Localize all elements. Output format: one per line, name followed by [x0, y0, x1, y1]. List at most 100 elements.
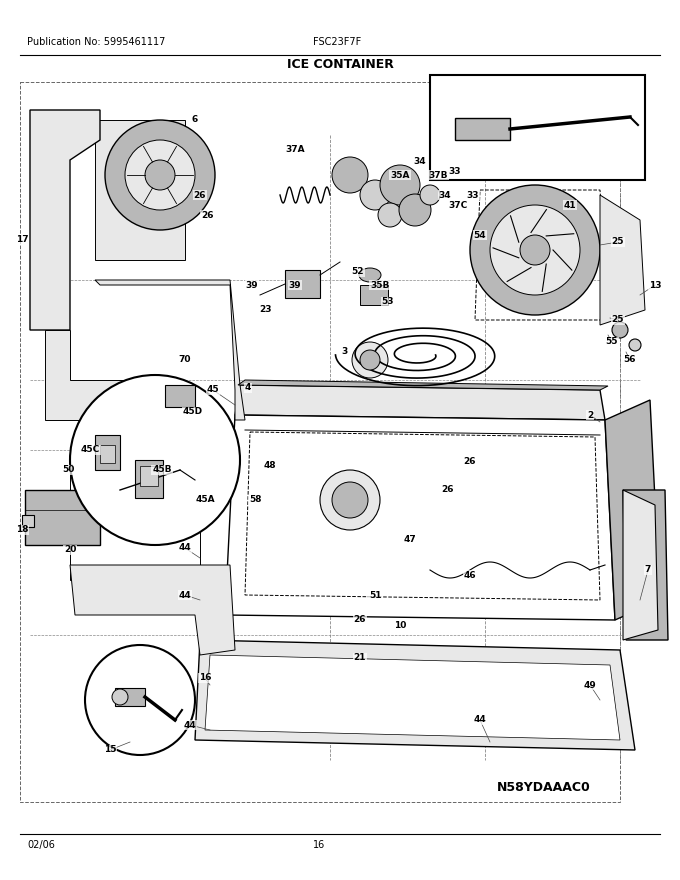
Text: 58: 58: [249, 495, 261, 504]
Text: 45C: 45C: [80, 445, 100, 454]
Text: 44: 44: [179, 590, 191, 599]
Text: 41: 41: [564, 201, 577, 209]
Polygon shape: [623, 490, 668, 640]
Text: 33: 33: [466, 190, 479, 200]
Polygon shape: [225, 415, 615, 620]
Text: Publication No: 5995461117: Publication No: 5995461117: [27, 37, 165, 48]
Polygon shape: [235, 385, 605, 420]
Text: 02/06: 02/06: [27, 840, 55, 850]
Text: 26: 26: [442, 486, 454, 495]
Text: 45B: 45B: [152, 466, 172, 474]
Polygon shape: [30, 110, 100, 330]
Text: 50: 50: [62, 466, 74, 474]
Circle shape: [470, 185, 600, 315]
Text: 51: 51: [369, 590, 381, 599]
Bar: [115, 688, 145, 706]
Text: 45D: 45D: [183, 407, 203, 416]
Polygon shape: [238, 380, 608, 390]
Text: 2: 2: [587, 410, 593, 420]
Polygon shape: [605, 400, 660, 620]
Text: 44: 44: [179, 544, 191, 553]
Text: 39: 39: [289, 281, 301, 290]
Text: 26: 26: [201, 210, 214, 219]
Text: 4: 4: [245, 384, 251, 392]
Text: 45A: 45A: [195, 495, 215, 504]
Circle shape: [490, 205, 580, 295]
Circle shape: [85, 645, 195, 755]
Bar: [140, 466, 158, 486]
Text: 15: 15: [104, 745, 116, 754]
Text: 25: 25: [612, 238, 624, 246]
Text: 45: 45: [207, 385, 220, 394]
Text: 13: 13: [649, 281, 661, 290]
Polygon shape: [95, 280, 245, 420]
Circle shape: [332, 157, 368, 193]
Text: 18: 18: [16, 525, 29, 534]
Circle shape: [145, 160, 175, 190]
Text: 37C: 37C: [448, 201, 468, 209]
Circle shape: [360, 180, 390, 210]
Text: 21: 21: [354, 654, 367, 663]
Text: 35B: 35B: [371, 281, 390, 290]
Bar: [95, 435, 120, 470]
Polygon shape: [195, 640, 635, 750]
Text: FSC23F7F: FSC23F7F: [313, 37, 361, 48]
Text: 56: 56: [624, 356, 636, 364]
Circle shape: [520, 235, 550, 265]
Text: 48: 48: [264, 460, 276, 470]
Text: 37A: 37A: [285, 145, 305, 155]
Text: 34: 34: [439, 190, 452, 200]
Polygon shape: [70, 565, 235, 655]
Circle shape: [112, 689, 128, 705]
Text: 17: 17: [16, 236, 29, 245]
Bar: [25, 490, 100, 545]
Circle shape: [420, 185, 440, 205]
Text: 33: 33: [449, 167, 461, 177]
Text: 23: 23: [259, 305, 271, 314]
Polygon shape: [600, 195, 645, 325]
Text: 6: 6: [192, 115, 198, 124]
Text: 26: 26: [464, 458, 476, 466]
Text: 39: 39: [245, 281, 258, 290]
Bar: [100, 445, 115, 463]
Text: 16: 16: [313, 840, 325, 850]
Text: 55: 55: [606, 338, 618, 347]
Polygon shape: [205, 655, 620, 740]
Circle shape: [320, 470, 380, 530]
Text: 20: 20: [64, 546, 76, 554]
Text: 7: 7: [645, 566, 651, 575]
Circle shape: [125, 140, 195, 210]
Text: 44: 44: [184, 721, 197, 730]
Polygon shape: [245, 432, 600, 600]
Text: 47: 47: [404, 536, 416, 545]
Bar: [430, 75, 645, 180]
Circle shape: [360, 350, 380, 370]
Text: 53: 53: [381, 297, 394, 306]
Circle shape: [380, 165, 420, 205]
Bar: [20, 82, 620, 802]
Bar: [135, 460, 163, 498]
Bar: [22, 515, 34, 527]
Circle shape: [629, 339, 641, 351]
Text: 52: 52: [352, 268, 364, 276]
Bar: [455, 118, 510, 140]
Text: 26: 26: [194, 190, 206, 200]
Text: N58YDAAAC0: N58YDAAAC0: [497, 781, 591, 794]
Bar: [285, 270, 320, 298]
Polygon shape: [45, 330, 130, 420]
Circle shape: [105, 120, 215, 230]
Circle shape: [70, 375, 240, 545]
Text: 16: 16: [199, 673, 211, 683]
Text: 3: 3: [342, 348, 348, 356]
Ellipse shape: [359, 268, 381, 282]
Text: 26: 26: [354, 615, 367, 625]
Circle shape: [352, 342, 388, 378]
Text: 37B: 37B: [428, 171, 447, 180]
Polygon shape: [623, 490, 658, 640]
Text: 54: 54: [474, 231, 486, 239]
Text: 10: 10: [394, 620, 406, 629]
Circle shape: [378, 203, 402, 227]
Circle shape: [399, 194, 431, 226]
Bar: [95, 120, 185, 260]
Circle shape: [332, 482, 368, 518]
